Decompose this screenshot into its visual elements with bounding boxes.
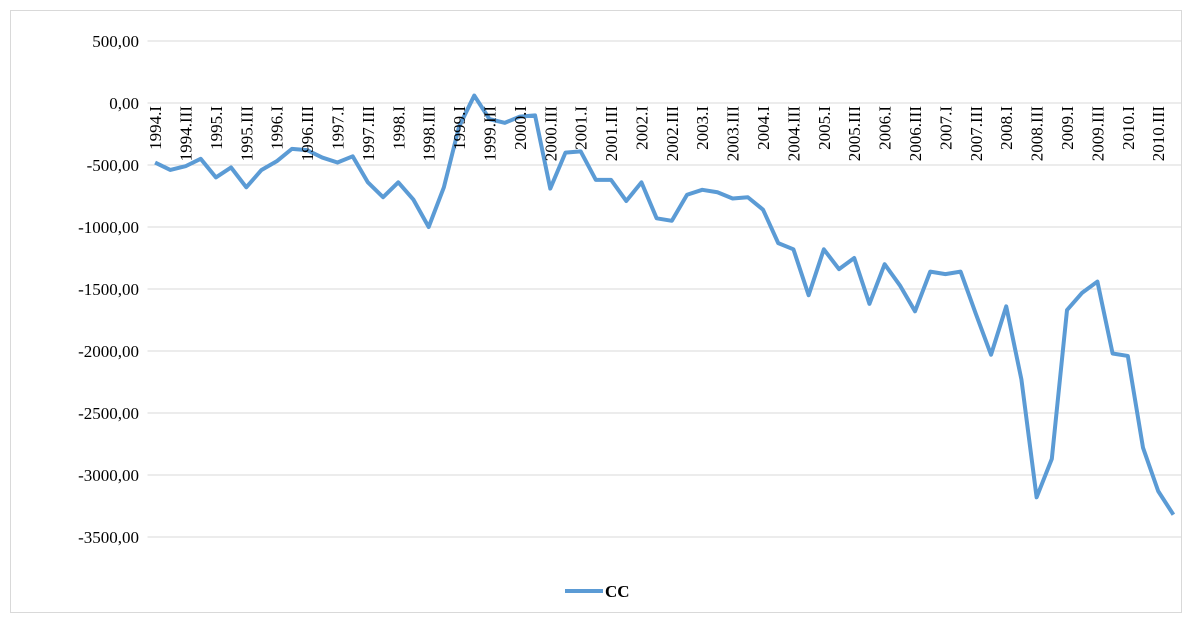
y-tick-label: -3500,00 <box>78 528 139 547</box>
x-tick-label: 1996.I <box>268 106 287 150</box>
chart-border <box>10 10 1182 613</box>
x-tick-label: 2006.III <box>906 106 925 162</box>
y-tick-label: -2500,00 <box>78 404 139 423</box>
x-tick-label: 1997.III <box>359 106 378 162</box>
x-tick-label: 2008.III <box>1028 106 1047 162</box>
x-tick-label: 2009.I <box>1058 106 1077 150</box>
x-tick-label: 2004.I <box>754 106 773 150</box>
x-tick-label: 2009.III <box>1088 106 1107 162</box>
x-tick-label: 2002.III <box>663 106 682 162</box>
x-tick-label: 1996.III <box>298 106 317 162</box>
x-tick-label: 2007.III <box>967 106 986 162</box>
x-tick-label: 1999.I <box>450 106 469 150</box>
x-tick-label: 1995.III <box>237 106 256 162</box>
y-tick-label: -1500,00 <box>78 280 139 299</box>
x-tick-label: 2007.I <box>936 106 955 150</box>
y-tick-label: -500,00 <box>87 156 139 175</box>
x-tick-label: 2000.III <box>541 106 560 162</box>
x-tick-label: 2002.I <box>632 106 651 150</box>
y-tick-label: 0,00 <box>109 94 139 113</box>
x-tick-label: 1994.I <box>146 106 165 150</box>
x-tick-label: 2003.I <box>693 106 712 150</box>
x-tick-label: 1998.III <box>420 106 439 162</box>
x-tick-label: 2001.III <box>602 106 621 162</box>
x-tick-label: 2010.I <box>1119 106 1138 150</box>
legend-label: CC <box>605 582 630 601</box>
x-tick-label: 2010.III <box>1149 106 1168 162</box>
x-tick-label: 1998.I <box>389 106 408 150</box>
x-tick-label: 2008.I <box>997 106 1016 150</box>
x-tick-label: 2001.I <box>572 106 591 150</box>
y-tick-label: 500,00 <box>92 32 139 51</box>
x-tick-label: 2005.III <box>845 106 864 162</box>
data-line <box>154 93 1176 516</box>
x-tick-label: 1994.III <box>176 106 195 162</box>
y-tick-label: -1000,00 <box>78 218 139 237</box>
x-tick-label: 2006.I <box>876 106 895 150</box>
x-tick-label: 2004.III <box>784 106 803 162</box>
x-tick-label: 2005.I <box>815 106 834 150</box>
x-tick-label: 2000.I <box>511 106 530 150</box>
x-tick-label: 1995.I <box>207 106 226 150</box>
x-tick-label: 2003.III <box>724 106 743 162</box>
x-tick-label: 1999.III <box>480 106 499 162</box>
y-tick-label: -2000,00 <box>78 342 139 361</box>
x-tick-label: 1997.I <box>328 106 347 150</box>
y-tick-label: -3000,00 <box>78 466 139 485</box>
